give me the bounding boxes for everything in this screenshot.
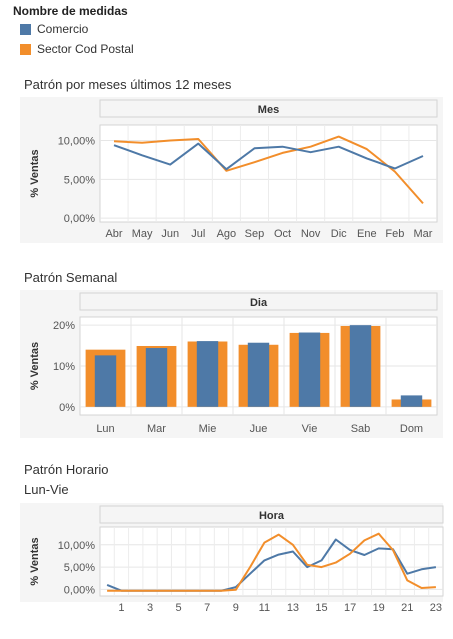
chart3-xtick-9: 19: [373, 602, 385, 614]
chart2-ytick-2: 0%: [59, 402, 75, 414]
chart2-bar-comercio-mar: [145, 348, 168, 407]
chart1-header-label: Mes: [258, 104, 279, 116]
chart1-xtick-11: Mar: [413, 228, 432, 240]
legend-item-sector[interactable]: Sector Cod Postal: [20, 42, 134, 56]
chart2-xtick-0: Lun: [96, 423, 114, 435]
chart2-bar-comercio-jue: [247, 342, 270, 407]
chart1-ytick-1: 5,00%: [64, 174, 95, 186]
chart3-xtick-3: 7: [204, 602, 210, 614]
chart3-xtick-7: 15: [315, 602, 327, 614]
chart1-xtick-0: Abr: [105, 228, 122, 240]
chart3-xtick-8: 17: [344, 602, 356, 614]
chart2-bar-comercio-dom: [400, 395, 423, 407]
chart1-xtick-3: Jul: [191, 228, 205, 240]
chart1-series-line-sector-cod-postal: [113, 135, 424, 205]
chart1-xtick-5: Sep: [245, 228, 265, 240]
chart3-xtick-10: 21: [401, 602, 413, 614]
weekly-section-title: Patrón Semanal: [24, 270, 118, 285]
chart2-xtick-4: Vie: [302, 423, 318, 435]
legend-title: Nombre de medidas: [13, 4, 128, 18]
chart3-xtick-4: 9: [233, 602, 239, 614]
monthly-section-title: Patrón por meses últimos 12 meses: [24, 77, 232, 92]
chart3-ytick-0: 10,00%: [58, 540, 96, 552]
legend-item-comercio[interactable]: Comercio: [20, 22, 88, 36]
chart3-xtick-11: 23: [430, 602, 442, 614]
chart2-ytick-0: 20%: [53, 320, 75, 332]
chart1-ytick-0: 10,00%: [58, 136, 96, 148]
chart2-xtick-1: Mar: [147, 423, 166, 435]
chart2-bar-comercio-sab: [349, 325, 372, 407]
chart2-ylabel: % Ventas: [29, 342, 41, 390]
chart2-xtick-5: Sab: [351, 423, 371, 435]
chart1-xtick-7: Nov: [301, 228, 321, 240]
legend-swatch-comercio: [20, 23, 31, 35]
chart2-header-box: [79, 292, 438, 311]
legend-label-comercio: Comercio: [37, 22, 89, 36]
chart2-header-label: Dia: [250, 297, 268, 309]
chart3-header-box: [99, 505, 444, 524]
chart3-xtick-0: 1: [118, 602, 124, 614]
chart3-header-label: Hora: [259, 510, 285, 522]
chart1-xtick-10: Feb: [385, 228, 404, 240]
legend-swatch-sector: [20, 43, 31, 55]
hourly-section-subtitle: Lun-Vie: [24, 482, 69, 497]
hourly-section-title: Patrón Horario: [24, 462, 109, 477]
chart3-xtick-5: 11: [259, 602, 270, 614]
chart3-series-line-sector-cod-postal: [107, 532, 436, 592]
chart1-ytick-2: 0,00%: [64, 213, 95, 225]
chart2-bar-comercio-vie: [298, 332, 321, 407]
chart2-xtick-6: Dom: [400, 423, 423, 435]
chart3-xtick-1: 3: [147, 602, 153, 614]
chart1-xtick-8: Dic: [331, 228, 347, 240]
chart1-xtick-1: May: [132, 228, 153, 240]
chart2-xtick-3: Jue: [250, 423, 268, 435]
chart2-bar-comercio-mie: [196, 341, 219, 407]
chart1-series-line-comercio: [113, 142, 424, 171]
legend-label-sector: Sector Cod Postal: [37, 42, 134, 56]
chart3-xtick-6: 13: [287, 602, 299, 614]
chart1-header-box: [99, 99, 438, 118]
chart3-xtick-2: 5: [176, 602, 182, 614]
chart3-ylabel: % Ventas: [29, 537, 41, 585]
chart1-xtick-9: Ene: [357, 228, 377, 240]
chart2-ytick-1: 10%: [53, 361, 75, 373]
chart1-xtick-6: Oct: [274, 228, 291, 240]
chart3-ytick-1: 5,00%: [64, 562, 95, 574]
chart1-ylabel: % Ventas: [29, 149, 41, 197]
chart1-xtick-4: Ago: [217, 228, 237, 240]
chart1-xtick-2: Jun: [161, 228, 179, 240]
chart2-bar-comercio-lun: [94, 355, 117, 407]
chart3-ytick-2: 0,00%: [64, 584, 95, 596]
chart2-xtick-2: Mie: [199, 423, 217, 435]
